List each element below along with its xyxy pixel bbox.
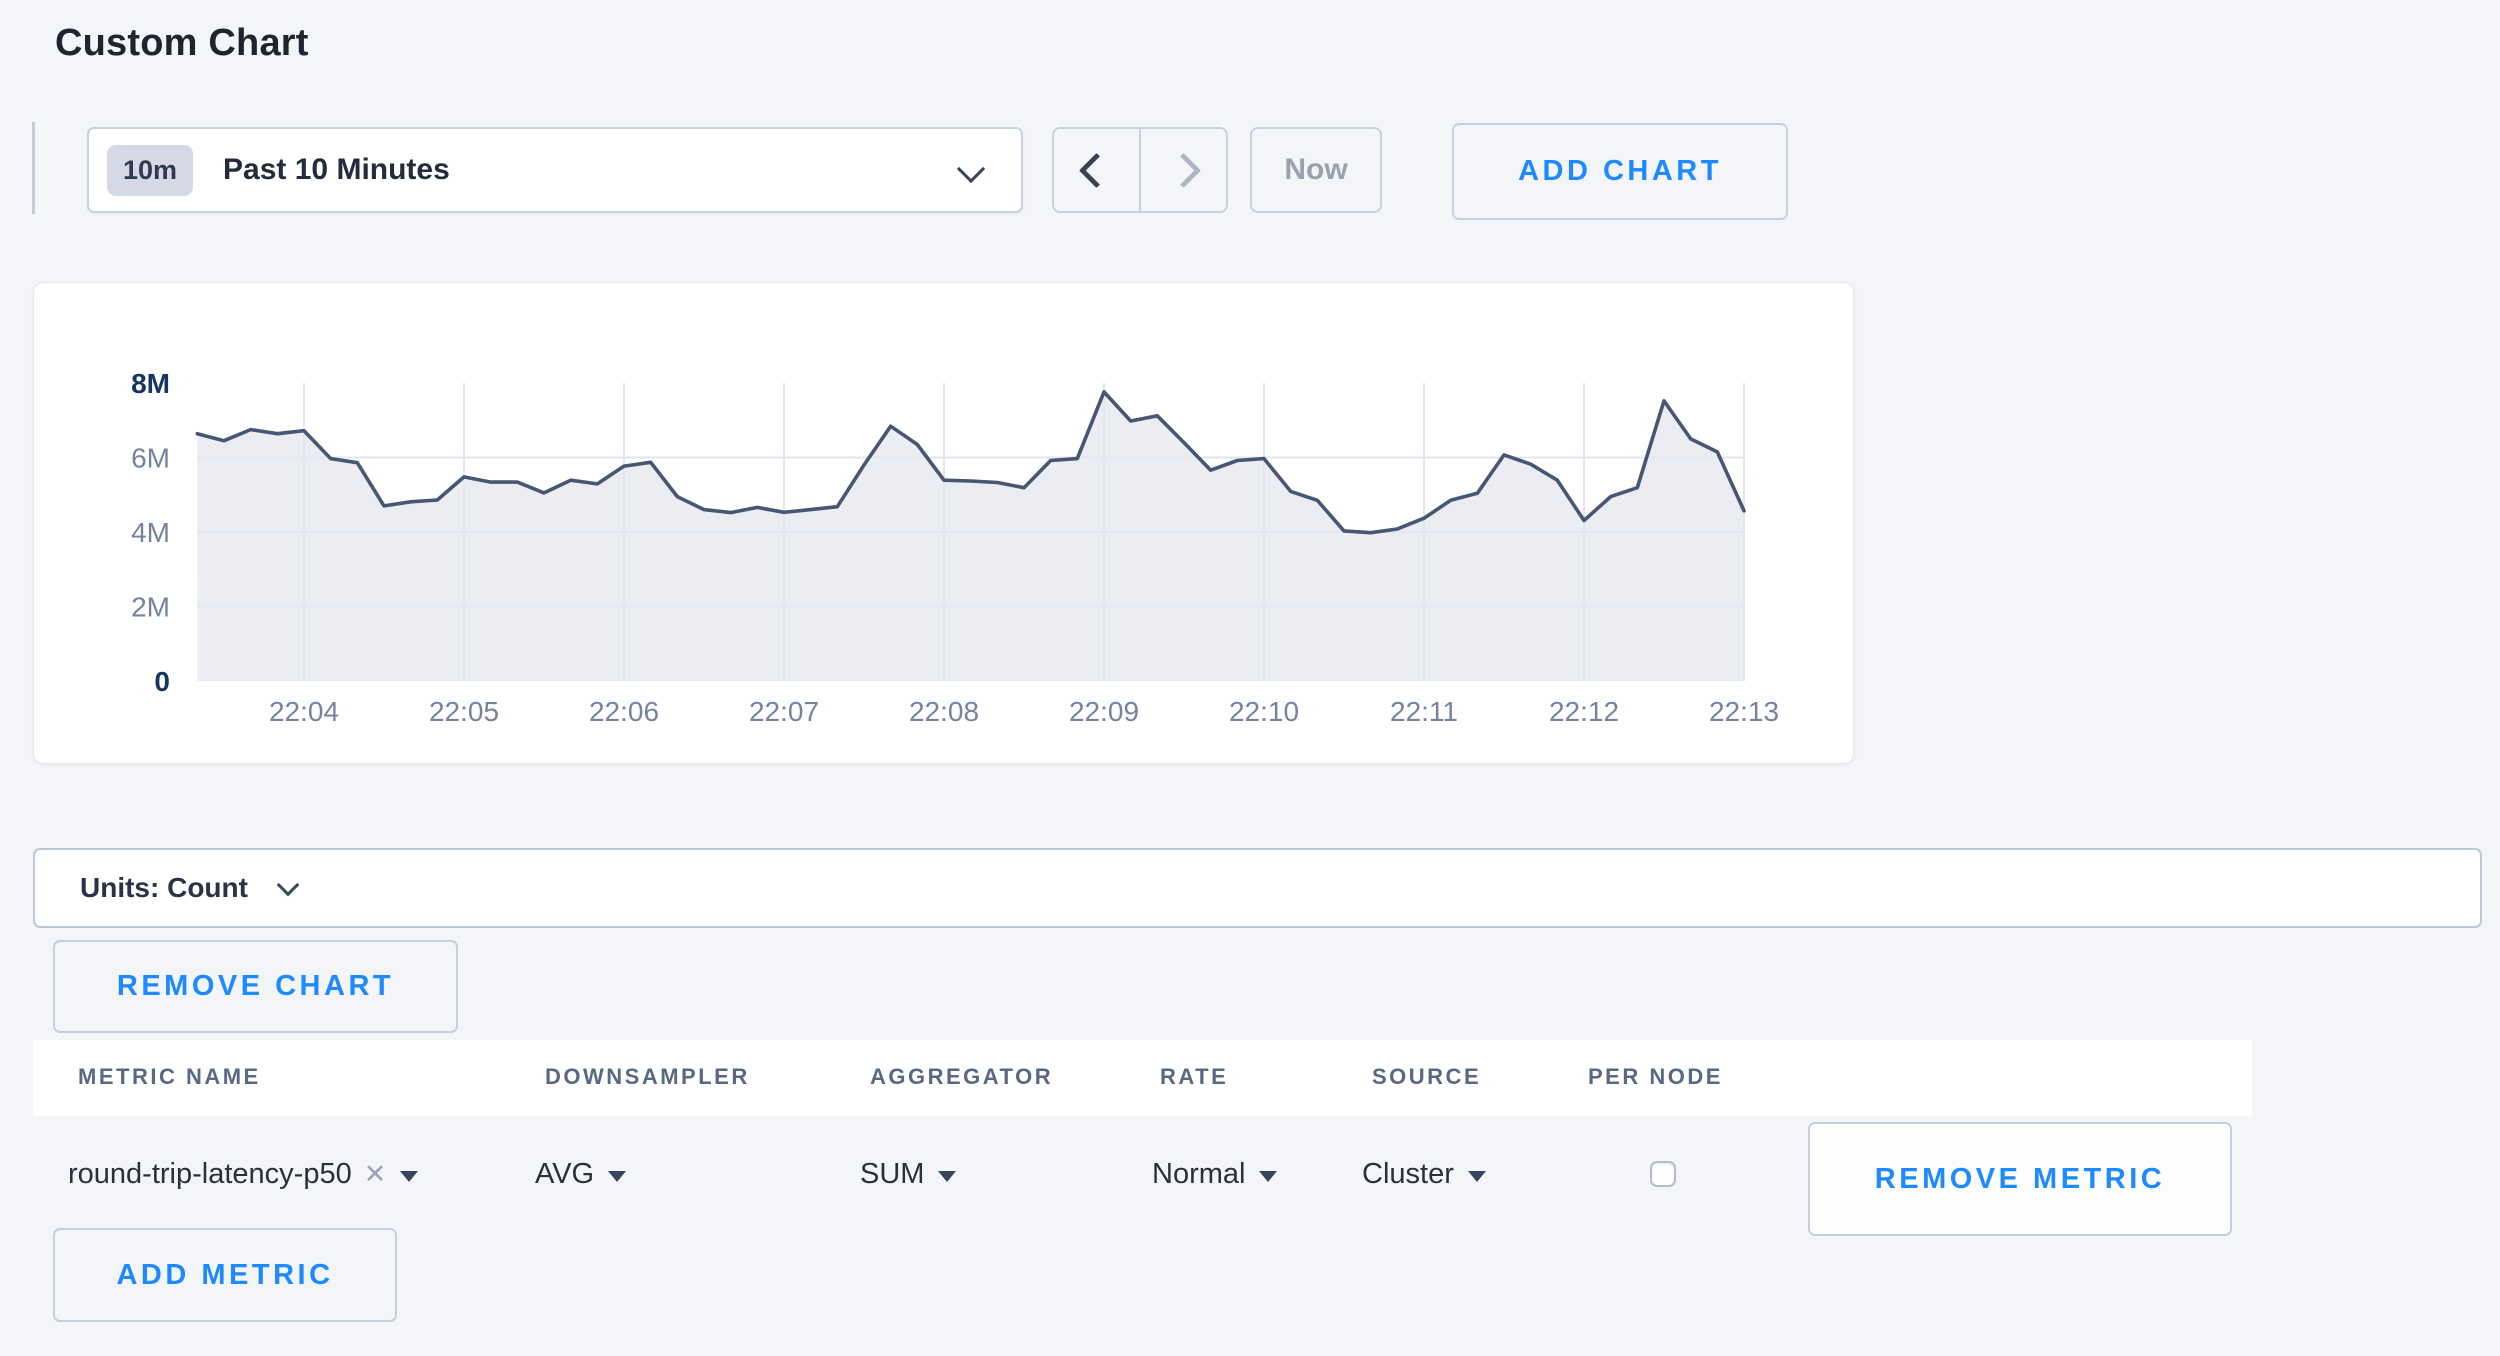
units-label: Units: Count	[80, 872, 248, 903]
dropdown-arrow-icon	[608, 1170, 627, 1182]
remove-metric-button[interactable]: REMOVE METRIC	[1808, 1122, 2232, 1236]
downsampler-select[interactable]: AVG	[535, 1116, 627, 1232]
chevron-down-icon	[956, 154, 986, 184]
add-metric-button[interactable]: ADD METRIC	[53, 1228, 397, 1322]
downsampler-value: AVG	[535, 1157, 595, 1190]
source-value: Cluster	[1362, 1157, 1454, 1190]
dropdown-arrow-icon	[938, 1170, 957, 1182]
dropdown-arrow-icon	[1467, 1170, 1486, 1182]
rate-value: Normal	[1152, 1157, 1246, 1190]
metrics-table-header: METRIC NAME DOWNSAMPLER AGGREGATOR RATE SOUR…	[33, 1040, 2252, 1116]
time-forward-button[interactable]	[1139, 129, 1226, 211]
clear-metric-icon[interactable]: ✕	[363, 1158, 387, 1189]
column-header-downsampler: DOWNSAMPLER	[545, 1064, 750, 1089]
rate-select[interactable]: Normal	[1152, 1116, 1278, 1232]
units-dropdown[interactable]: Units: Count	[33, 848, 2482, 928]
time-nav-arrows	[1052, 127, 1228, 213]
column-header-per-node: PER NODE	[1588, 1064, 1723, 1089]
source-select[interactable]: Cluster	[1362, 1116, 1486, 1232]
time-window-dropdown[interactable]: 10m Past 10 Minutes	[87, 127, 1023, 213]
time-back-button[interactable]	[1054, 129, 1139, 211]
dropdown-arrow-icon	[1259, 1170, 1278, 1182]
column-header-rate: RATE	[1160, 1064, 1229, 1089]
remove-chart-button[interactable]: REMOVE CHART	[53, 940, 458, 1033]
chevron-left-icon	[1078, 152, 1115, 188]
column-header-source: SOURCE	[1372, 1064, 1482, 1089]
dropdown-arrow-icon	[400, 1170, 419, 1182]
per-node-checkbox[interactable]	[1650, 1161, 1676, 1187]
now-button[interactable]: Now	[1250, 127, 1382, 213]
metric-name-select[interactable]: round-trip-latency-p50 ✕	[68, 1116, 419, 1232]
column-header-aggregator: AGGREGATOR	[870, 1064, 1054, 1089]
toolbar-divider	[32, 122, 35, 214]
aggregator-value: SUM	[860, 1157, 925, 1190]
chevron-right-icon	[1165, 152, 1202, 188]
metric-row: round-trip-latency-p50 ✕ AVG SUM Normal …	[0, 1116, 2500, 1236]
chevron-down-icon	[276, 873, 300, 897]
aggregator-select[interactable]: SUM	[860, 1116, 957, 1232]
chart-card	[33, 282, 1854, 764]
column-header-metric-name: METRIC NAME	[78, 1064, 261, 1089]
time-window-badge: 10m	[107, 144, 194, 196]
time-window-label: Past 10 Minutes	[223, 153, 450, 186]
add-chart-button[interactable]: ADD CHART	[1452, 123, 1788, 220]
page-title: Custom Chart	[55, 22, 309, 64]
metric-name-value: round-trip-latency-p50	[68, 1157, 352, 1190]
